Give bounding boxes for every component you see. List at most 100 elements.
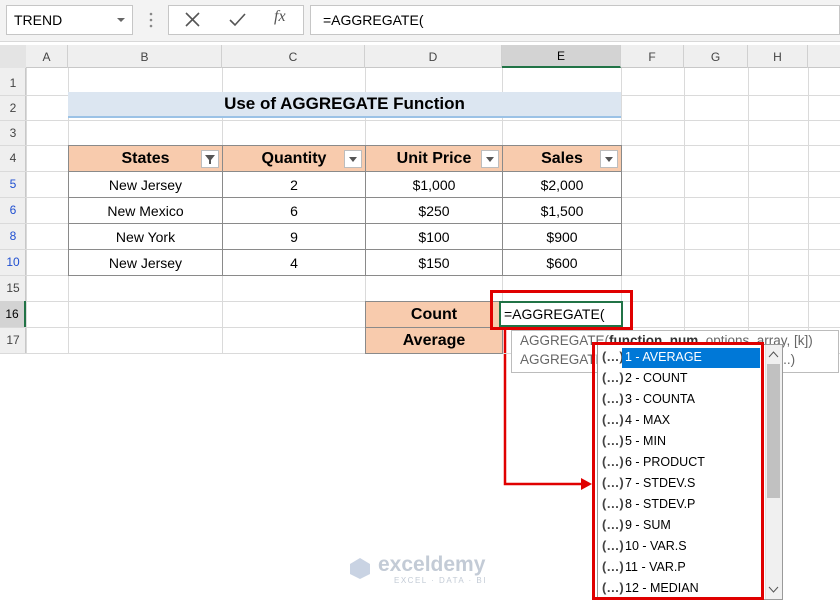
filter-arrow xyxy=(486,157,494,162)
dropdown-item[interactable]: (…) 9 - SUM xyxy=(600,516,764,536)
row-header[interactable]: 6 xyxy=(9,203,17,217)
scrollbar-thumb xyxy=(767,364,780,498)
column-header-band xyxy=(0,45,840,68)
function-icon: (…) xyxy=(602,580,624,595)
row-header[interactable]: 2 xyxy=(9,100,17,115)
row-header[interactable]: 4 xyxy=(9,151,17,165)
row-header[interactable]: 5 xyxy=(9,177,17,191)
table-cell: $900 xyxy=(502,223,622,250)
dropdown-item[interactable]: (…) 3 - COUNTA xyxy=(600,390,764,410)
dropdown-item[interactable]: (…) 2 - COUNT xyxy=(600,369,764,389)
function-icon: (…) xyxy=(602,454,624,469)
row-header[interactable]: 1 xyxy=(9,75,17,90)
column-header[interactable]: G xyxy=(684,45,748,68)
watermark-brand: exceldemy xyxy=(378,553,486,576)
tooltip-text: AGGREGATE( xyxy=(520,352,610,367)
function-name: 6 - PRODUCT xyxy=(625,455,705,469)
function-icon: (…) xyxy=(602,538,624,553)
function-name: 2 - COUNT xyxy=(625,371,688,385)
grid-line xyxy=(26,68,27,353)
table-cell: $150 xyxy=(365,249,503,276)
table-cell: 6 xyxy=(222,197,366,224)
name-box[interactable]: TREND xyxy=(6,5,133,35)
function-name: 5 - MIN xyxy=(625,434,666,448)
watermark-logo xyxy=(350,558,370,579)
column-header[interactable]: D xyxy=(365,45,502,68)
grid-line xyxy=(0,120,840,121)
dropdown-item[interactable]: (…) 6 - PRODUCT xyxy=(600,453,764,473)
scroll-up[interactable] xyxy=(767,348,780,360)
table-cell: $100 xyxy=(365,223,503,250)
filter-button[interactable] xyxy=(201,150,219,168)
dropdown-item[interactable]: (…) 5 - MIN xyxy=(600,432,764,452)
filter-button[interactable] xyxy=(344,150,362,168)
function-icon: (…) xyxy=(602,391,624,406)
function-icon: (…) xyxy=(602,370,624,385)
table-cell: $1,000 xyxy=(365,171,503,198)
dropdown-item[interactable]: (…) 4 - MAX xyxy=(600,411,764,431)
function-name: 9 - SUM xyxy=(625,518,671,532)
function-icon: (…) xyxy=(602,349,624,364)
row-header[interactable]: 10 xyxy=(6,255,20,269)
table-cell: New Jersey xyxy=(68,249,223,276)
filter-button[interactable] xyxy=(481,150,499,168)
column-header[interactable]: B xyxy=(68,45,222,68)
function-name: 8 - STDEV.P xyxy=(625,497,696,511)
table-cell: $250 xyxy=(365,197,503,224)
dropdown-item[interactable]: (…) 10 - VAR.S xyxy=(600,537,764,557)
table-cell: New Mexico xyxy=(68,197,223,224)
function-icon: (…) xyxy=(602,517,624,532)
function-icon: (…) xyxy=(602,433,624,448)
name-box-arrow xyxy=(117,18,125,22)
function-name: 3 - COUNTA xyxy=(625,392,695,406)
dropdown-item[interactable]: (…) 8 - STDEV.P xyxy=(600,495,764,515)
formula-bar[interactable]: =AGGREGATE( xyxy=(310,5,840,35)
function-dropdown[interactable]: (…) 1 - AVERAGE (…) 2 - COUNT (…) 3 - COUNTA(… xyxy=(597,344,783,600)
column-header[interactable]: H xyxy=(748,45,808,68)
separator-dots xyxy=(149,12,153,28)
row-header[interactable]: 16 xyxy=(0,301,26,327)
insert-function-icon[interactable]: fx xyxy=(274,8,286,25)
table-header-cell: Quantity xyxy=(222,145,366,172)
row-header[interactable]: 8 xyxy=(9,229,17,243)
table-header-cell: States xyxy=(68,145,223,172)
scroll-down-arrow xyxy=(768,586,779,593)
function-icon: (…) xyxy=(602,412,624,427)
dropdown-item[interactable]: (…) 12 - MEDIAN xyxy=(600,579,764,599)
filter-arrow xyxy=(205,155,215,164)
enter-icon[interactable] xyxy=(228,11,248,29)
summary-label: Count xyxy=(365,301,503,328)
row-header[interactable]: 15 xyxy=(6,281,20,295)
column-header[interactable]: A xyxy=(26,45,68,68)
column-header[interactable]: F xyxy=(621,45,684,68)
column-header[interactable]: E xyxy=(502,45,621,68)
scroll-down[interactable] xyxy=(767,582,780,594)
formula-buttons xyxy=(168,5,304,35)
active-cell[interactable]: =AGGREGATE( xyxy=(499,301,623,327)
summary-label: Average xyxy=(365,327,503,354)
grid-line xyxy=(684,68,685,353)
tooltip-text: AGGREGATE( xyxy=(520,333,610,348)
function-name: 11 - VAR.P xyxy=(625,560,686,574)
table-cell: $600 xyxy=(502,249,622,276)
function-name: 1 - AVERAGE xyxy=(622,348,760,368)
row-header[interactable]: 3 xyxy=(9,125,17,140)
column-header[interactable]: C xyxy=(222,45,365,68)
highlight-box xyxy=(490,290,633,330)
function-name: 10 - VAR.S xyxy=(625,539,687,553)
dropdown-item[interactable]: (…) 7 - STDEV.S xyxy=(600,474,764,494)
scroll-up-arrow xyxy=(768,351,779,358)
dropdown-item[interactable]: (…) 1 - AVERAGE xyxy=(600,348,764,368)
row-header[interactable]: 17 xyxy=(6,333,20,347)
filter-button[interactable] xyxy=(600,150,618,168)
highlight-box xyxy=(592,342,764,600)
function-icon: (…) xyxy=(602,475,624,490)
table-cell: New Jersey xyxy=(68,171,223,198)
filter-arrow xyxy=(605,157,613,162)
table-cell: 4 xyxy=(222,249,366,276)
function-name: 12 - MEDIAN xyxy=(625,581,699,595)
table-cell: 2 xyxy=(222,171,366,198)
table-cell: New York xyxy=(68,223,223,250)
dropdown-item[interactable]: (…) 11 - VAR.P xyxy=(600,558,764,578)
cancel-icon[interactable] xyxy=(183,11,203,29)
